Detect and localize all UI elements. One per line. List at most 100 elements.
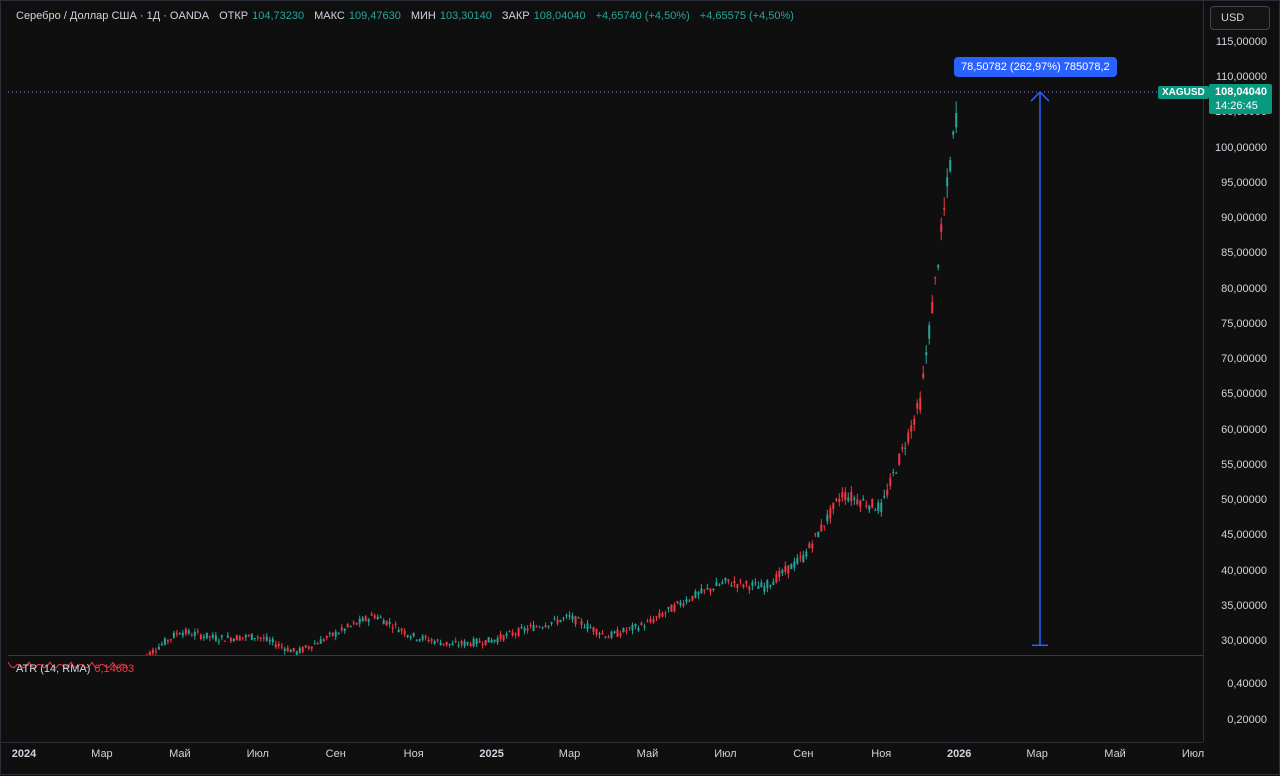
candle — [955, 101, 957, 133]
candle — [706, 584, 708, 590]
candle — [371, 612, 373, 616]
time-tick-label: Ноя — [871, 748, 891, 760]
candle — [910, 420, 912, 438]
atr-value: 6,14663 — [94, 663, 134, 675]
candle — [733, 576, 735, 587]
candle — [748, 585, 750, 594]
candle — [176, 630, 178, 637]
candle — [425, 635, 427, 641]
candle — [518, 627, 520, 637]
change-value: +4,65740 (+4,50%) — [596, 10, 690, 22]
candle — [637, 626, 639, 632]
candle — [850, 486, 852, 506]
candle — [335, 629, 337, 640]
candle — [227, 632, 229, 638]
candle — [619, 631, 621, 638]
time-tick-label: Мар — [91, 748, 113, 760]
candle — [763, 583, 765, 595]
candle — [536, 625, 538, 628]
candle — [203, 634, 205, 641]
candle — [658, 609, 660, 619]
candle — [416, 639, 418, 641]
atr-label[interactable]: ATR (14, RMA) — [16, 663, 90, 675]
candle — [272, 636, 274, 645]
low-label: МИН — [411, 10, 436, 22]
price-tick-label: 75,00000 — [1221, 318, 1267, 330]
candle — [739, 579, 741, 585]
candle — [365, 615, 367, 622]
measure-arrow[interactable] — [1031, 92, 1049, 645]
candle — [497, 635, 499, 645]
candle — [673, 602, 675, 612]
time-tick-label: Мар — [559, 748, 581, 760]
candle — [596, 628, 598, 637]
candle — [811, 540, 813, 552]
measure-tool-label[interactable]: 78,50782 (262,97%) 785078,2 — [954, 57, 1117, 77]
price-tick-label: 90,00000 — [1221, 212, 1267, 224]
candle — [326, 635, 328, 640]
candle — [338, 632, 340, 635]
candle — [329, 631, 331, 637]
candle — [221, 635, 223, 641]
candle — [248, 634, 250, 637]
time-tick-label: Ноя — [404, 748, 424, 760]
candle — [838, 493, 840, 506]
candle — [161, 642, 163, 647]
candle — [853, 496, 855, 505]
candle — [242, 637, 244, 640]
price-tick-label: 45,00000 — [1221, 529, 1267, 541]
candle — [554, 616, 556, 621]
close-label: ЗАКР — [502, 10, 530, 22]
candle — [302, 646, 304, 654]
currency-button[interactable]: USD — [1210, 6, 1270, 30]
candle — [685, 596, 687, 604]
candle — [482, 642, 484, 649]
candle — [167, 639, 169, 644]
candle — [584, 624, 586, 629]
candle — [622, 627, 624, 632]
candle — [841, 487, 843, 501]
candle — [182, 630, 184, 638]
time-tick-label: Сен — [326, 748, 346, 760]
candle — [829, 505, 831, 524]
time-tick-label: Июл — [247, 748, 269, 760]
price-pane[interactable] — [8, 0, 1203, 655]
candle — [410, 635, 412, 641]
candle — [377, 614, 379, 620]
candle — [245, 634, 247, 641]
candle — [164, 637, 166, 646]
close-value: 108,04040 — [534, 10, 586, 22]
price-chart-svg — [8, 0, 1203, 655]
candle — [383, 618, 385, 624]
candle — [916, 399, 918, 414]
candle — [823, 526, 825, 531]
high-value: 109,47630 — [349, 10, 401, 22]
time-tick-label: Июл — [1182, 748, 1204, 760]
candle — [727, 579, 729, 584]
candle — [557, 616, 559, 626]
candle — [787, 565, 789, 578]
symbol-title[interactable]: Серебро / Доллар США · 1Д · OANDA — [16, 10, 209, 22]
candle — [341, 624, 343, 632]
candle — [778, 567, 780, 581]
candle — [452, 640, 454, 645]
candle — [356, 622, 358, 625]
price-tick-label: 55,00000 — [1221, 459, 1267, 471]
candle — [188, 629, 190, 636]
candle — [590, 625, 592, 629]
price-tick-label: 115,00000 — [1216, 36, 1267, 48]
candle — [587, 620, 589, 633]
candle — [317, 642, 319, 645]
candle — [805, 549, 807, 560]
candle — [886, 483, 888, 498]
candle — [530, 622, 532, 628]
last-price-value: 108,04040 — [1215, 86, 1267, 98]
atr-pane[interactable] — [8, 655, 1203, 743]
candle — [449, 644, 451, 648]
candle — [515, 632, 517, 638]
candle — [593, 627, 595, 635]
candle — [742, 584, 744, 589]
candle — [605, 636, 607, 638]
